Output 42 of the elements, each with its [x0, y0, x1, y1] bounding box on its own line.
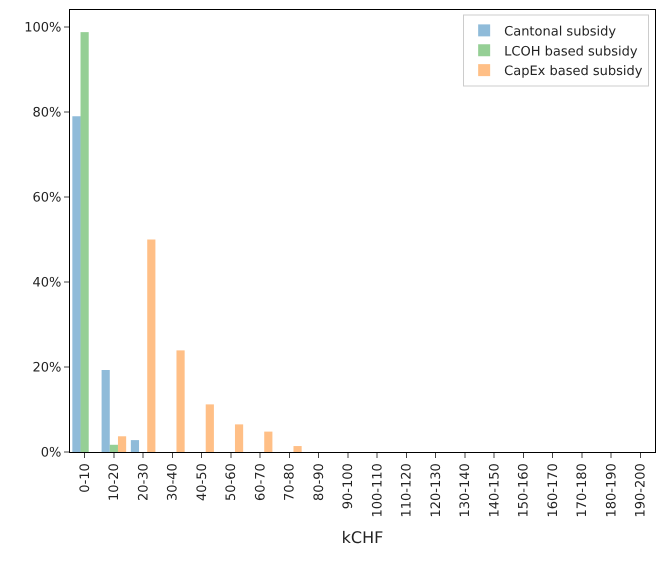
x-tick-label: 180-190 — [604, 463, 620, 518]
y-tick-label: 0% — [40, 446, 62, 461]
y-tick-label: 80% — [32, 106, 62, 121]
x-tick-label: 90-100 — [341, 463, 356, 510]
y-tick-label: 100% — [24, 20, 62, 36]
x-tick-label: 160-170 — [546, 463, 561, 518]
y-tick-label: 20% — [32, 360, 62, 376]
x-tick-label: 190-200 — [634, 463, 649, 518]
legend-label: LCOH based subsidy — [504, 44, 638, 60]
x-tick-label: 80-90 — [312, 463, 327, 501]
bar — [264, 432, 272, 452]
legend-label: CapEx based subsidy — [504, 64, 643, 80]
x-tick-label: 0-10 — [78, 463, 93, 493]
x-tick-label: 30-40 — [166, 463, 181, 501]
bar — [80, 32, 89, 452]
x-tick-label: 110-120 — [400, 463, 415, 518]
x-tick-label: 130-140 — [458, 463, 474, 518]
x-tick-label: 150-160 — [516, 463, 532, 518]
bar — [130, 440, 140, 452]
x-tick-label: 60-70 — [253, 463, 268, 501]
x-tick-label: 20-30 — [136, 463, 152, 501]
x-axis-title: kCHF — [342, 528, 384, 548]
bar — [72, 116, 81, 452]
bar — [176, 350, 185, 452]
legend-label: Cantonal subsidy — [504, 24, 616, 40]
x-tick-label: 170-180 — [575, 463, 590, 518]
y-tick-label: 60% — [32, 190, 62, 206]
bar — [206, 404, 214, 452]
x-tick-label: 100-110 — [370, 463, 386, 518]
bar — [234, 424, 244, 452]
bar — [118, 436, 126, 452]
x-tick-label: 10-20 — [107, 463, 122, 501]
bar — [293, 446, 302, 452]
x-tick-label: 70-80 — [282, 463, 298, 501]
y-tick-label: 40% — [32, 276, 62, 291]
x-tick-label: 50-60 — [224, 463, 240, 501]
bar — [110, 444, 118, 452]
x-tick-label: 140-150 — [487, 463, 502, 518]
x-tick-label: 120-130 — [428, 463, 444, 518]
bar — [147, 240, 156, 452]
x-tick-label: 40-50 — [194, 463, 210, 501]
bar — [102, 370, 110, 452]
